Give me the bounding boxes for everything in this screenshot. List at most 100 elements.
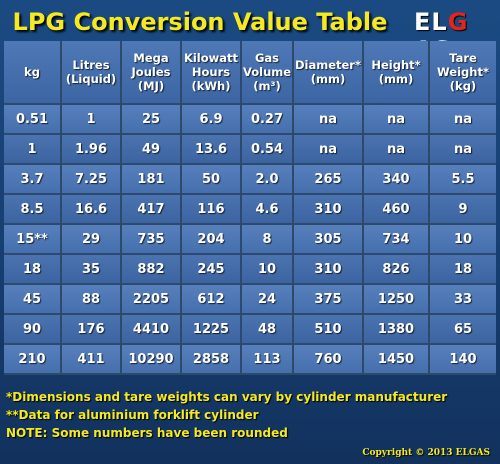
table-cell: 310 [294, 255, 364, 285]
table-cell: 116 [182, 195, 242, 225]
table-cell: 7.25 [62, 165, 122, 195]
table-cell: 16.6 [62, 195, 122, 225]
table-cell: 35 [62, 255, 122, 285]
table-row: 3.7 7.25 181 50 2.0 265 340 5.5 [4, 165, 496, 195]
table-cell: na [294, 135, 364, 165]
table-cell: 49 [122, 135, 182, 165]
table-row: 210 411 10290 2858 113 760 1450 140 [4, 345, 496, 375]
table-cell: 3.7 [4, 165, 62, 195]
table-row: 45 88 2205 612 24 375 1250 33 [4, 285, 496, 315]
table-row: 1 1.96 49 13.6 0.54 na na na [4, 135, 496, 165]
table-cell: 204 [182, 225, 242, 255]
table-cell: 411 [62, 345, 122, 375]
table-cell: 2205 [122, 285, 182, 315]
table-cell: 8 [242, 225, 294, 255]
footnote-aluminium: **Data for aluminium forklift cylinder [6, 408, 259, 422]
table-cell: 65 [430, 315, 496, 345]
table-cell: 10290 [122, 345, 182, 375]
table-cell: 882 [122, 255, 182, 285]
table-cell: 9 [430, 195, 496, 225]
column-header: kg [4, 41, 62, 105]
table-cell: na [364, 105, 430, 135]
column-header: Height* (mm) [364, 41, 430, 105]
column-header: Tare Weight* (kg) [430, 41, 496, 105]
table-cell: 1225 [182, 315, 242, 345]
table-cell: 375 [294, 285, 364, 315]
table-cell: 2.0 [242, 165, 294, 195]
table-cell: 4410 [122, 315, 182, 345]
table-row: 8.5 16.6 417 116 4.6 310 460 9 [4, 195, 496, 225]
table-cell: 45 [4, 285, 62, 315]
table-cell: 1 [4, 135, 62, 165]
table-cell: na [430, 105, 496, 135]
table-cell: 25 [122, 105, 182, 135]
table-cell: 18 [430, 255, 496, 285]
table-cell: 305 [294, 225, 364, 255]
footnotes: *Dimensions and tare weights can vary by… [6, 388, 494, 442]
table-cell: 88 [62, 285, 122, 315]
table-cell: 140 [430, 345, 496, 375]
table-cell: 826 [364, 255, 430, 285]
table-row: 18 35 882 245 10 310 826 18 [4, 255, 496, 285]
table-cell: 612 [182, 285, 242, 315]
table-cell: 10 [242, 255, 294, 285]
table-cell: 15** [4, 225, 62, 255]
table-cell: 1250 [364, 285, 430, 315]
table-header-row: kg Litres (Liquid) Mega Joules (MJ) Kilowat… [4, 41, 496, 105]
table-cell: 113 [242, 345, 294, 375]
table-cell: 310 [294, 195, 364, 225]
table-cell: 0.54 [242, 135, 294, 165]
page-title: LPG Conversion Value Table [12, 8, 388, 36]
table-cell: 176 [62, 315, 122, 345]
table-row: 15** 29 735 204 8 305 734 10 [4, 225, 496, 255]
table-cell: 24 [242, 285, 294, 315]
table-cell: 2858 [182, 345, 242, 375]
table-cell: 13.6 [182, 135, 242, 165]
table-cell: na [294, 105, 364, 135]
table-cell: 29 [62, 225, 122, 255]
table-cell: 417 [122, 195, 182, 225]
table-cell: 0.27 [242, 105, 294, 135]
table-cell: 265 [294, 165, 364, 195]
column-header: Kilowatt Hours (kWh) [182, 41, 242, 105]
elgas-logo: ELGAS [414, 8, 500, 64]
table-cell: 1380 [364, 315, 430, 345]
copyright-text: Copyright © 2013 ELGAS [362, 448, 490, 458]
table-cell: 1 [62, 105, 122, 135]
column-header: Diameter* (mm) [294, 41, 364, 105]
table-cell: 1.96 [62, 135, 122, 165]
table-cell: 510 [294, 315, 364, 345]
table-cell: 735 [122, 225, 182, 255]
table-cell: 760 [294, 345, 364, 375]
table-row: 0.51 1 25 6.9 0.27 na na na [4, 105, 496, 135]
table-cell: 460 [364, 195, 430, 225]
table-cell: 8.5 [4, 195, 62, 225]
footnote-dimensions: *Dimensions and tare weights can vary by… [6, 390, 448, 404]
table-cell: 6.9 [182, 105, 242, 135]
table-cell: 90 [4, 315, 62, 345]
table-cell: 48 [242, 315, 294, 345]
logo-prefix: EL [414, 8, 448, 36]
column-header: Mega Joules (MJ) [122, 41, 182, 105]
table-cell: 734 [364, 225, 430, 255]
table-cell: 0.51 [4, 105, 62, 135]
table-cell: 4.6 [242, 195, 294, 225]
column-header: Gas Volume (m³) [242, 41, 294, 105]
footnote-rounding: NOTE: Some numbers have been rounded [6, 426, 288, 440]
table-cell: 33 [430, 285, 496, 315]
table-cell: 245 [182, 255, 242, 285]
table-row: 90 176 4410 1225 48 510 1380 65 [4, 315, 496, 345]
table-cell: na [364, 135, 430, 165]
table-cell: 340 [364, 165, 430, 195]
logo-accent: G [447, 8, 469, 36]
table-cell: 210 [4, 345, 62, 375]
table-cell: 10 [430, 225, 496, 255]
column-header: Litres (Liquid) [62, 41, 122, 105]
table-cell: 50 [182, 165, 242, 195]
table-cell: 181 [122, 165, 182, 195]
table-cell: 1450 [364, 345, 430, 375]
conversion-table: kg Litres (Liquid) Mega Joules (MJ) Kilowat… [4, 41, 496, 375]
table-cell: na [430, 135, 496, 165]
table-cell: 5.5 [430, 165, 496, 195]
